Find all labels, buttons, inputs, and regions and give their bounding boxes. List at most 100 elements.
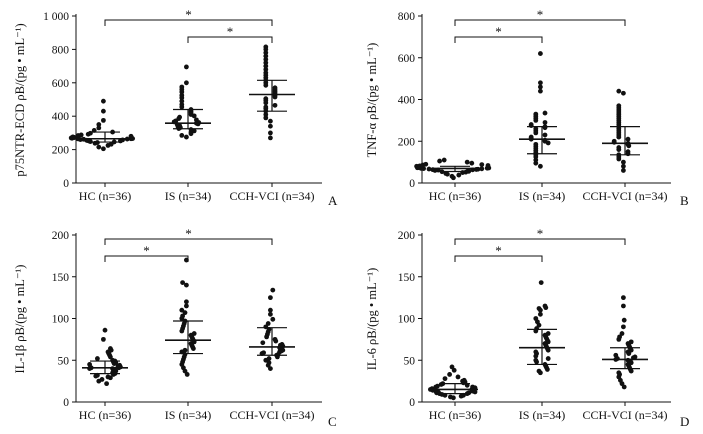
data-point (538, 311, 543, 317)
data-point (455, 374, 461, 380)
y-tick-label: 200 (398, 136, 416, 148)
significance-bracket (104, 238, 273, 245)
data-point (105, 374, 111, 380)
data-point (538, 163, 543, 169)
data-point (621, 163, 626, 169)
data-point (263, 50, 269, 56)
y-tick-label: 100 (398, 314, 416, 326)
data-point (179, 98, 185, 104)
chart-panel-d: 0 50 100 150 200 HC (n=36) IS (n=34) CCH-VCI (n… (365, 226, 689, 429)
y-tick-label: 150 (398, 272, 416, 284)
chart-panel-a: 0 200 400 600 800 1 000 HC (n=36) IS (n=34) CCH-… (13, 7, 338, 208)
data-point (263, 104, 269, 110)
data-point (426, 166, 432, 172)
data-point (177, 114, 183, 120)
data-point (70, 134, 76, 140)
y-tick-label: 0 (63, 397, 69, 409)
data-point (194, 117, 199, 123)
data-point (268, 311, 273, 317)
data-point (78, 132, 84, 138)
data-point (101, 117, 106, 123)
data-point (96, 122, 102, 127)
data-point (268, 123, 273, 129)
data-point (448, 394, 453, 400)
panel-label: D (680, 414, 689, 429)
data-point (184, 299, 189, 305)
data-point (101, 108, 106, 114)
y-tick-label: 0 (409, 178, 415, 190)
data-point (621, 317, 627, 323)
data-point (263, 44, 269, 50)
data-point (542, 120, 548, 125)
data-point (263, 57, 269, 62)
category-label: CCH-VCI (n=34) (582, 408, 667, 422)
data-point (619, 331, 625, 336)
significance-star: * (185, 7, 192, 22)
data-point (268, 130, 273, 136)
significance-bracket (454, 36, 543, 43)
data-point (266, 356, 272, 361)
y-tick-label: 600 (398, 53, 416, 65)
data-point (263, 53, 269, 59)
data-point (272, 102, 278, 108)
y-tick-label: 400 (52, 111, 70, 123)
data-point (528, 134, 534, 140)
data-point (616, 370, 622, 376)
data-point (108, 346, 113, 351)
category-label: HC (n=36) (429, 408, 481, 422)
y-tick-label: 200 (52, 145, 70, 157)
y-axis-title: p75NTR-ECD ρB/(pg • mL⁻¹) (13, 23, 27, 176)
data-point (268, 307, 273, 313)
data-point (465, 168, 471, 174)
significance-star: * (143, 243, 150, 258)
data-point (533, 141, 539, 147)
data-point (456, 172, 462, 178)
significance-bracket (454, 238, 626, 245)
data-point (538, 84, 543, 90)
data-point (621, 324, 626, 330)
data-point (179, 92, 185, 98)
data-point (423, 161, 429, 167)
data-point (101, 98, 106, 104)
data-point (260, 340, 266, 346)
panel-label: A (328, 193, 338, 208)
data-point (479, 162, 485, 168)
data-point (270, 316, 276, 322)
data-point (101, 336, 106, 342)
significance-star: * (537, 7, 544, 22)
panel-label: C (328, 414, 337, 429)
significance-star: * (495, 24, 502, 39)
y-tick-label: 1 000 (43, 11, 69, 23)
data-point (538, 80, 543, 86)
data-point (611, 138, 617, 144)
data-point (180, 280, 186, 285)
data-point (469, 160, 475, 166)
y-axis-title: IL-1β ρB/(pg • mL⁻¹) (13, 265, 27, 374)
category-label: HC (n=36) (79, 189, 131, 203)
data-point (528, 122, 534, 127)
data-point (542, 303, 548, 309)
category-label: IS (n=34) (165, 189, 211, 203)
data-point (179, 133, 185, 138)
data-point (263, 60, 269, 66)
panel-label: B (680, 193, 689, 208)
data-point (104, 381, 109, 387)
data-point (272, 336, 278, 342)
data-point (441, 157, 447, 163)
data-point (621, 295, 626, 301)
data-point (191, 331, 197, 336)
y-tick-label: 50 (404, 355, 416, 367)
data-point (435, 383, 440, 389)
category-label: IS (n=34) (519, 189, 565, 203)
data-point (536, 306, 542, 311)
data-point (536, 368, 542, 374)
data-point (545, 356, 551, 361)
data-point (99, 377, 105, 382)
data-point (128, 133, 134, 139)
data-point (621, 303, 626, 309)
data-point (443, 170, 449, 176)
data-point (279, 341, 285, 347)
data-point (542, 132, 548, 138)
chart-panel-c: 0 50 100 150 200 HC (n=36) IS (n=34) CCH-VCI (n… (13, 226, 337, 429)
